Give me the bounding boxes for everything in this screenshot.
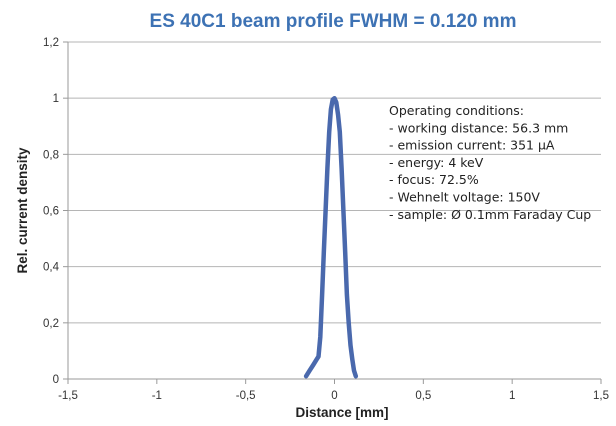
annotation-line: - sample: Ø 0.1mm Faraday Cup (389, 207, 591, 222)
y-tick-label: 0,6 (43, 206, 59, 218)
annotation-line: - energy: 4 keV (389, 155, 484, 170)
y-axis-label: Rel. current density (15, 147, 30, 274)
y-tick-label: 1,2 (43, 37, 59, 49)
x-axis-label: Distance [mm] (295, 405, 388, 420)
annotation-line: - focus: 72.5% (389, 172, 479, 187)
y-tick-label: 0 (53, 374, 59, 386)
y-tick-label: 0,4 (43, 262, 60, 274)
gridlines (63, 41, 601, 380)
x-tick-label: 1 (509, 390, 515, 402)
annotation-line: - Wehnelt voltage: 150V (389, 190, 540, 205)
series-line (303, 95, 359, 379)
y-tick-labels: 0 0,2 0,4 0,6 0,8 1 1,2 (43, 37, 60, 386)
x-tick-label: -0,5 (236, 390, 256, 402)
x-tick-label: -1 (152, 390, 162, 402)
annotation-line: - emission current: 351 μA (389, 138, 555, 153)
x-tick-label: 0 (331, 390, 337, 402)
y-tick-label: 1 (53, 93, 59, 105)
operating-conditions-annotation: Operating conditions: - working distance… (389, 103, 591, 222)
x-tick-label: 0,5 (415, 390, 431, 402)
chart-title: ES 40C1 beam profile FWHM = 0.120 mm (150, 11, 517, 32)
annotation-line: - working distance: 56.3 mm (389, 120, 568, 135)
x-tick-label: 1,5 (593, 390, 609, 402)
y-tick-label: 0,8 (43, 149, 59, 161)
y-tick-label: 0,2 (43, 318, 59, 330)
x-tick-label: -1,5 (58, 390, 78, 402)
x-tick-labels: -1,5 -1 -0,5 0 0,5 1 1,5 (58, 379, 609, 402)
annotation-heading: Operating conditions: (389, 103, 524, 118)
